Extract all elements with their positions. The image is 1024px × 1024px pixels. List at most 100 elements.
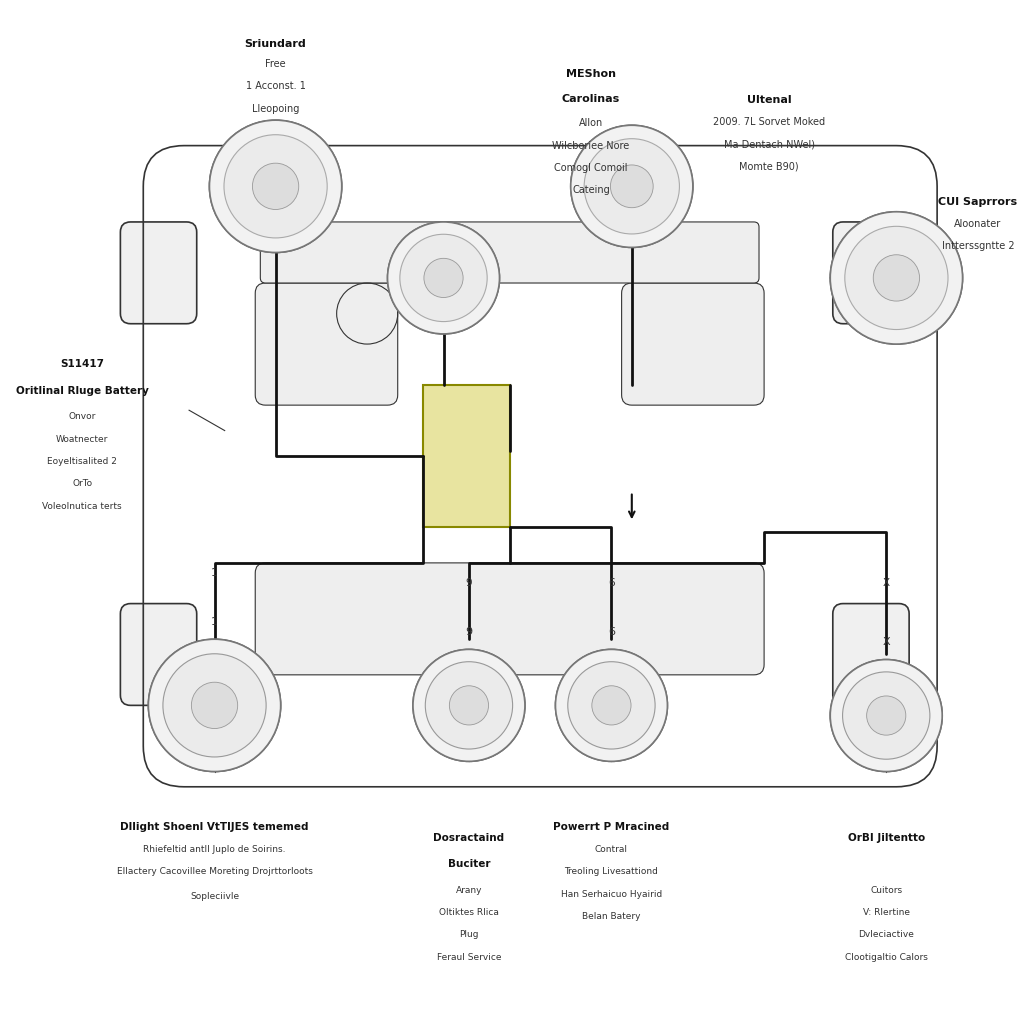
Circle shape	[165, 655, 264, 755]
Text: OrTo: OrTo	[72, 479, 92, 488]
Circle shape	[401, 236, 485, 319]
Text: Clootigaltio Calors: Clootigaltio Calors	[845, 952, 928, 962]
Circle shape	[427, 664, 511, 748]
Circle shape	[610, 165, 653, 208]
Text: 9: 9	[465, 627, 472, 637]
Text: CUI Saprrors: CUI Saprrors	[938, 197, 1018, 207]
Text: Lleopoing: Lleopoing	[252, 103, 299, 114]
Circle shape	[586, 140, 678, 232]
Text: Momte B90): Momte B90)	[739, 162, 799, 172]
Text: Aloonater: Aloonater	[954, 219, 1001, 229]
Text: MEShon: MEShon	[566, 70, 616, 79]
FancyBboxPatch shape	[121, 603, 197, 706]
Text: S11417: S11417	[60, 359, 104, 370]
Circle shape	[567, 662, 655, 749]
Text: Dllight Shoenl VtTlJES tememed: Dllight Shoenl VtTlJES tememed	[120, 822, 309, 833]
Text: Buciter: Buciter	[447, 859, 490, 869]
Text: X: X	[883, 579, 890, 589]
Circle shape	[830, 659, 942, 771]
Text: Eoyeltisalited 2: Eoyeltisalited 2	[47, 457, 117, 466]
Circle shape	[148, 639, 281, 771]
Text: 1: 1	[211, 568, 218, 579]
Circle shape	[555, 649, 668, 762]
Text: Treoling Livesattiond: Treoling Livesattiond	[564, 867, 658, 877]
Circle shape	[148, 639, 281, 771]
FancyBboxPatch shape	[255, 563, 764, 675]
Text: Dosractaind: Dosractaind	[433, 833, 505, 843]
Text: Contral: Contral	[595, 845, 628, 854]
Text: 2009. 7L Sorvet Moked: 2009. 7L Sorvet Moked	[713, 117, 825, 127]
FancyBboxPatch shape	[622, 283, 764, 406]
Circle shape	[450, 686, 488, 725]
Text: Cuitors: Cuitors	[870, 886, 902, 895]
Circle shape	[555, 649, 668, 762]
Bar	[423, 385, 510, 527]
FancyBboxPatch shape	[255, 283, 397, 406]
Text: Cateing: Cateing	[572, 185, 610, 196]
Text: Sriundard: Sriundard	[245, 39, 306, 49]
FancyBboxPatch shape	[833, 222, 909, 324]
Circle shape	[584, 138, 680, 233]
Text: Intterssgntte 2: Intterssgntte 2	[941, 242, 1014, 251]
Circle shape	[413, 649, 525, 762]
Text: 1 Acconst. 1: 1 Acconst. 1	[246, 82, 305, 91]
Text: Powerrt P Mracined: Powerrt P Mracined	[553, 822, 670, 833]
Text: Plug: Plug	[459, 930, 478, 939]
Text: Oritlinal Rluge Battery: Oritlinal Rluge Battery	[15, 386, 148, 396]
Circle shape	[387, 222, 500, 334]
Text: 6: 6	[608, 627, 615, 637]
FancyBboxPatch shape	[121, 222, 197, 324]
Text: Han Serhaicuo Hyairid: Han Serhaicuo Hyairid	[561, 890, 663, 899]
Text: OrBI Jiltentto: OrBI Jiltentto	[848, 833, 925, 843]
Circle shape	[163, 653, 266, 757]
Circle shape	[830, 659, 942, 771]
Text: Belan Batery: Belan Batery	[583, 912, 641, 921]
FancyBboxPatch shape	[260, 222, 759, 283]
Text: Voleolnutica terts: Voleolnutica terts	[42, 502, 122, 511]
Circle shape	[224, 135, 328, 238]
Circle shape	[570, 125, 693, 248]
Circle shape	[210, 120, 342, 253]
Circle shape	[592, 686, 631, 725]
Text: Woatnecter: Woatnecter	[56, 434, 109, 443]
Circle shape	[830, 212, 963, 344]
Text: 9: 9	[466, 579, 472, 589]
Circle shape	[844, 674, 928, 758]
Circle shape	[210, 120, 342, 253]
FancyBboxPatch shape	[833, 603, 909, 706]
Text: 1: 1	[211, 617, 218, 627]
Circle shape	[425, 662, 513, 749]
Circle shape	[845, 226, 948, 330]
Text: Oltiktes Rlica: Oltiktes Rlica	[439, 908, 499, 916]
Text: Arany: Arany	[456, 886, 482, 895]
Text: Allon: Allon	[579, 118, 603, 128]
Text: Feraul Service: Feraul Service	[436, 952, 501, 962]
Circle shape	[847, 228, 946, 328]
Text: Sopleciivle: Sopleciivle	[190, 892, 239, 901]
Text: Onvor: Onvor	[69, 413, 96, 421]
Circle shape	[866, 696, 906, 735]
Circle shape	[569, 664, 653, 748]
Text: Rhiefeltid antll Juplo de Soirins.: Rhiefeltid antll Juplo de Soirins.	[143, 845, 286, 854]
Text: Dvleciactive: Dvleciactive	[858, 930, 914, 939]
Circle shape	[843, 672, 930, 759]
Circle shape	[191, 682, 238, 728]
Circle shape	[424, 258, 463, 298]
Text: Free: Free	[265, 59, 286, 69]
Circle shape	[387, 222, 500, 334]
Circle shape	[830, 212, 963, 344]
Text: Wilcboriee Nore: Wilcboriee Nore	[553, 140, 630, 151]
Text: 6: 6	[608, 579, 614, 589]
Text: Carolinas: Carolinas	[562, 94, 621, 103]
Circle shape	[413, 649, 525, 762]
Text: Ellactery Cacovillee Moreting Drojrttorloots: Ellactery Cacovillee Moreting Drojrttorl…	[117, 867, 312, 877]
Circle shape	[399, 234, 487, 322]
Text: V: Rlertine: V: Rlertine	[863, 908, 909, 916]
Text: Comogl Comoil: Comogl Comoil	[554, 163, 628, 173]
Circle shape	[226, 137, 326, 236]
Circle shape	[253, 163, 299, 210]
Circle shape	[873, 255, 920, 301]
Circle shape	[570, 125, 693, 248]
Text: X: X	[883, 637, 890, 647]
Text: Ultenal: Ultenal	[746, 95, 792, 104]
